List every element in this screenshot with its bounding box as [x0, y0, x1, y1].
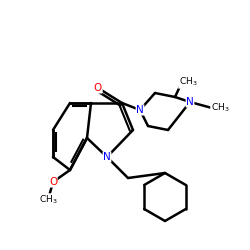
Text: N: N [136, 105, 144, 115]
Text: CH$_3$: CH$_3$ [39, 194, 57, 206]
Text: CH$_3$: CH$_3$ [211, 102, 229, 114]
Text: N: N [186, 97, 194, 107]
Text: O: O [94, 83, 102, 93]
Text: O: O [49, 177, 57, 187]
Text: CH$_3$: CH$_3$ [179, 76, 197, 88]
Text: N: N [103, 152, 111, 162]
